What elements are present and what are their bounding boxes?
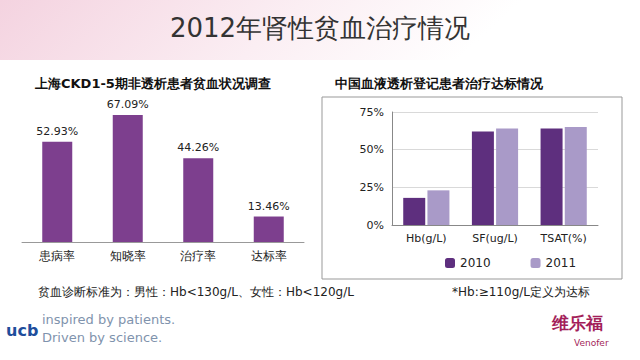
svg-text:67.09%: 67.09% [107, 98, 149, 111]
svg-text:2010: 2010 [460, 256, 491, 270]
svg-text:2012年肾性贫血治疗情况: 2012年肾性贫血治疗情况 [170, 13, 470, 43]
svg-text:TSAT(%): TSAT(%) [539, 232, 586, 245]
svg-text:上海CKD1-5期非透析患者贫血状况调查: 上海CKD1-5期非透析患者贫血状况调查 [34, 76, 271, 91]
svg-text:患病率: 患病率 [38, 249, 75, 263]
svg-text:Driven by science.: Driven by science. [42, 330, 162, 345]
svg-text:2011: 2011 [546, 256, 577, 270]
svg-text:0%: 0% [367, 219, 384, 232]
svg-text:inspired by patients.: inspired by patients. [42, 312, 175, 327]
svg-text:25%: 25% [360, 181, 384, 194]
svg-text:50%: 50% [360, 143, 384, 156]
svg-text:SF(ug/L): SF(ug/L) [472, 232, 518, 245]
svg-text:Hb(g/L): Hb(g/L) [406, 232, 447, 245]
svg-text:中国血液透析登记患者治疗达标情况: 中国血液透析登记患者治疗达标情况 [335, 76, 544, 91]
svg-text:75%: 75% [360, 106, 384, 119]
svg-text:ucb: ucb [6, 321, 38, 340]
svg-text:维乐福: 维乐福 [551, 313, 603, 333]
svg-text:贫血诊断标准为：男性：Hb<130g/L、女性：Hb<120: 贫血诊断标准为：男性：Hb<130g/L、女性：Hb<120g/L [38, 285, 354, 299]
svg-text:Venofer: Venofer [574, 338, 609, 348]
svg-text:知晓率: 知晓率 [110, 249, 146, 263]
svg-text:达标率: 达标率 [251, 249, 287, 263]
svg-text:13.46%: 13.46% [248, 200, 290, 213]
svg-text:52.93%: 52.93% [36, 125, 78, 138]
svg-text:治疗率: 治疗率 [180, 249, 216, 263]
svg-text:44.26%: 44.26% [177, 141, 219, 154]
svg-text:*Hb:≥110g/L定义为达标: *Hb:≥110g/L定义为达标 [452, 285, 590, 299]
